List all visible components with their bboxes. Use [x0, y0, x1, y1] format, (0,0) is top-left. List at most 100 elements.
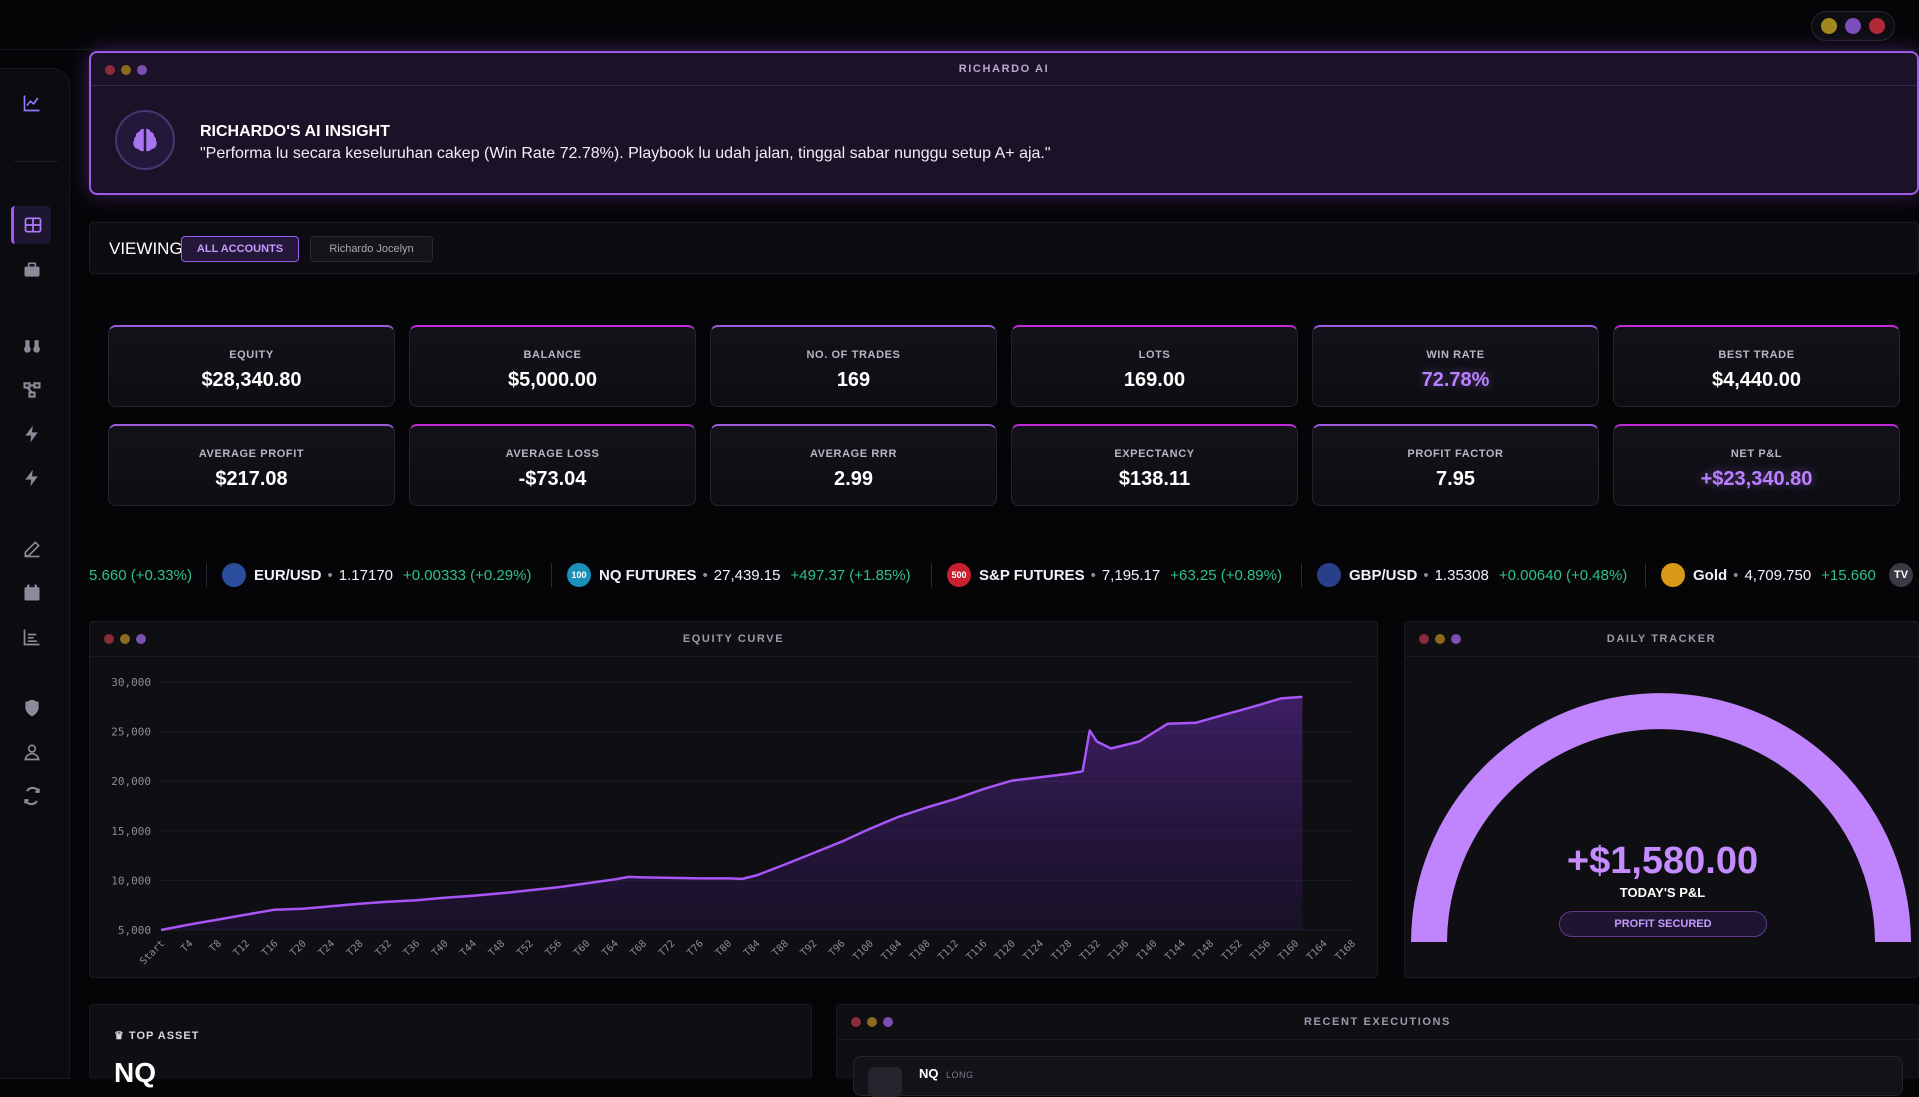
- x-tick-label: T168: [1333, 938, 1358, 963]
- window-dots: [104, 634, 146, 644]
- ticker-separator: [1645, 563, 1646, 587]
- x-tick-label: T28: [345, 938, 366, 959]
- daily-gauge: [1411, 693, 1911, 942]
- x-tick-label: T144: [1163, 938, 1188, 963]
- stat-label: LOTS: [1138, 349, 1171, 361]
- daily-tracker-panel: DAILY TRACKER +$1,580.00 TODAY'S P&L PRO…: [1404, 621, 1919, 978]
- stat-card-expectancy: EXPECTANCY $138.11: [1011, 424, 1298, 506]
- execution-row[interactable]: NQ LONG: [853, 1056, 1903, 1097]
- stat-card-best-trade: BEST TRADE $4,440.00: [1613, 325, 1900, 407]
- y-tick-label: 15,000: [111, 825, 151, 838]
- x-tick-label: T60: [572, 938, 593, 959]
- ai-panel-header: RICHARDO AI: [91, 53, 1917, 86]
- x-tick-label: T40: [430, 938, 451, 959]
- stat-label: BALANCE: [523, 349, 582, 361]
- minimize-button[interactable]: [1821, 18, 1837, 34]
- bolt-alt-icon[interactable]: [20, 466, 44, 490]
- stat-card-equity: EQUITY $28,340.80: [108, 325, 395, 407]
- ticker-symbol: GBP/USD: [1349, 566, 1418, 584]
- stat-label: WIN RATE: [1426, 349, 1485, 361]
- recent-executions-panel: RECENT EXECUTIONS NQ LONG: [836, 1004, 1919, 1097]
- ticker-symbol: NQ FUTURES: [599, 566, 697, 584]
- close-button[interactable]: [1869, 18, 1885, 34]
- stat-label: BEST TRADE: [1718, 349, 1795, 361]
- ticker-change: +0.00640 (+0.48%): [1498, 566, 1628, 584]
- x-tick-label: T48: [487, 938, 508, 959]
- bolt-icon[interactable]: [20, 422, 44, 446]
- y-tick-label: 30,000: [111, 676, 151, 689]
- x-tick-label: T32: [373, 938, 394, 959]
- stat-value: $4,440.00: [1712, 369, 1801, 391]
- x-tick-label: T100: [851, 938, 876, 963]
- ticker-item[interactable]: GBP/USD • 1.35308 +0.00640 (+0.48%): [1317, 554, 1627, 596]
- ticker-lead-fragment: 5.660 (+0.33%): [89, 566, 192, 584]
- edit-icon[interactable]: [20, 537, 44, 561]
- shield-icon[interactable]: [20, 696, 44, 720]
- ticker-symbol: EUR/USD: [254, 566, 322, 584]
- ticker-dot: •: [1090, 566, 1096, 584]
- x-tick-label: T128: [1050, 938, 1075, 963]
- stat-card-average-loss: AVERAGE LOSS -$73.04: [409, 424, 696, 506]
- stat-card-win-rate: WIN RATE 72.78%: [1312, 325, 1599, 407]
- window-dots: [105, 65, 147, 75]
- stat-label: NET P&L: [1730, 448, 1783, 460]
- x-tick-label: T12: [232, 938, 253, 959]
- equity-panel-header: EQUITY CURVE: [90, 622, 1377, 657]
- calendar-icon[interactable]: [20, 581, 44, 605]
- ticker-dot: •: [1423, 566, 1429, 584]
- stat-value: +$23,340.80: [1700, 468, 1813, 490]
- x-tick-label: T24: [317, 938, 338, 959]
- stat-card-profit-factor: PROFIT FACTOR 7.95: [1312, 424, 1599, 506]
- tradingview-logo[interactable]: TV: [1889, 563, 1913, 587]
- window-dots: [1419, 634, 1461, 644]
- ticker-item[interactable]: Gold • 4,709.750 +15.660: [1661, 554, 1876, 596]
- stat-value: $138.11: [1118, 468, 1191, 490]
- maximize-button[interactable]: [1845, 18, 1861, 34]
- market-ticker: 5.660 (+0.33%) EUR/USD • 1.17170 +0.00333 (…: [89, 554, 1919, 596]
- equity-line: [160, 695, 1303, 932]
- refresh-icon[interactable]: [20, 784, 44, 808]
- recent-panel-header: RECENT EXECUTIONS: [837, 1005, 1918, 1040]
- equity-chart: 5,000 10,000 15,000 20,000 25,000 30,000 Start…: [111, 676, 1358, 967]
- x-tick-label: T16: [260, 938, 281, 959]
- x-tick-label: T148: [1192, 938, 1217, 963]
- ticker-item[interactable]: 500 S&P FUTURES • 7,195.17 +63.25 (+0.89%): [947, 554, 1282, 596]
- ticker-symbol: Gold: [1693, 566, 1728, 584]
- equity-area: [161, 696, 1303, 930]
- dashboard-grid-icon[interactable]: [11, 206, 51, 244]
- x-tick-label: T112: [936, 938, 961, 963]
- x-tick-label: T160: [1277, 938, 1302, 963]
- stat-label: AVERAGE LOSS: [505, 448, 600, 460]
- x-tick-label: T124: [1021, 938, 1046, 963]
- network-icon[interactable]: [20, 378, 44, 402]
- chart-line-icon[interactable]: [20, 91, 44, 115]
- user-secret-icon[interactable]: [20, 740, 44, 764]
- asset-flag-icon: 500: [947, 563, 971, 587]
- profit-secured-badge: PROFIT SECURED: [1559, 911, 1767, 937]
- sidebar-divider: [14, 161, 58, 162]
- ticker-dot: •: [327, 566, 333, 584]
- briefcase-icon[interactable]: [20, 258, 44, 282]
- x-tick-label: T164: [1305, 938, 1330, 963]
- y-tick-label: 20,000: [111, 775, 151, 788]
- x-tick-label: T92: [799, 938, 820, 959]
- stat-label: EQUITY: [229, 349, 274, 361]
- x-tick-label: T156: [1248, 938, 1273, 963]
- stat-label: AVERAGE PROFIT: [198, 448, 305, 460]
- stat-card-average-rrr: AVERAGE RRR 2.99: [710, 424, 997, 506]
- list-chart-icon[interactable]: [20, 625, 44, 649]
- stat-value: 169: [836, 369, 871, 391]
- ticker-item[interactable]: EUR/USD • 1.17170 +0.00333 (+0.29%): [222, 554, 531, 596]
- top-bar: [0, 0, 1919, 50]
- ticker-item[interactable]: 100 NQ FUTURES • 27,439.15 +497.37 (+1.85%): [567, 554, 911, 596]
- x-tick-label: T20: [288, 938, 309, 959]
- top-asset-panel: ♛ TOP ASSET NQ: [89, 1004, 812, 1088]
- x-tick-label: T76: [685, 938, 706, 959]
- stat-card-average-profit: AVERAGE PROFIT $217.08: [108, 424, 395, 506]
- account-filter-bar: VIEWING: ALL ACCOUNTS Richardo Jocelyn: [89, 222, 1919, 274]
- all-accounts-chip[interactable]: ALL ACCOUNTS: [181, 236, 299, 262]
- y-tick-label: 5,000: [118, 924, 151, 937]
- x-tick-label: T104: [880, 938, 905, 963]
- binoculars-icon[interactable]: [20, 334, 44, 358]
- account-chip[interactable]: Richardo Jocelyn: [310, 236, 433, 262]
